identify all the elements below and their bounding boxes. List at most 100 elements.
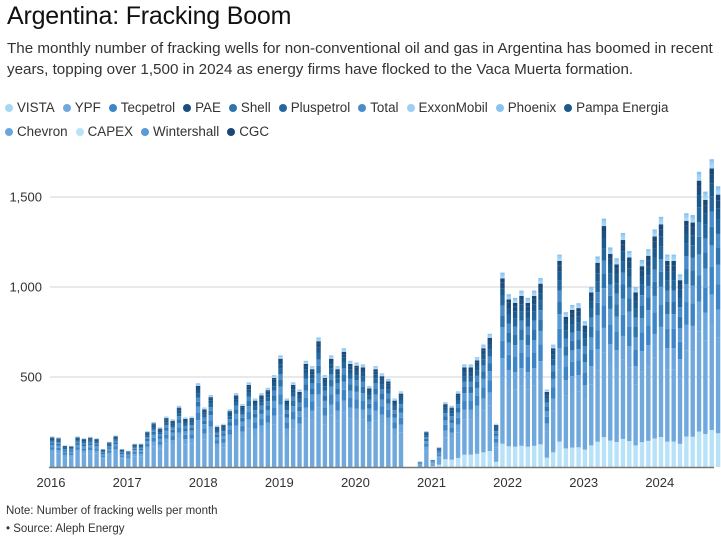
bar-segment-vista xyxy=(544,391,550,392)
bar-segment-pae xyxy=(284,402,290,405)
bar-segment-total xyxy=(221,431,226,434)
bar-segment-shell xyxy=(233,409,239,414)
bar-segment-tecpetrol xyxy=(474,395,480,406)
bar-segment-shell xyxy=(208,410,213,416)
bar-segment-ypf xyxy=(620,359,626,439)
bar-segment-pampa-energia xyxy=(443,407,448,410)
bar-segment-pampa-energia xyxy=(50,438,55,441)
bar-segment-tecpetrol xyxy=(506,354,511,371)
bar-segment-ypf xyxy=(151,446,156,467)
bar-segment-ypf xyxy=(119,458,125,467)
bar-segment-chevron xyxy=(557,348,562,370)
bar-segment-pampa-energia xyxy=(563,324,569,331)
bar-segment-pae xyxy=(360,369,366,373)
bar-segment-tecpetrol xyxy=(500,340,505,359)
legend-item: YPF xyxy=(62,96,101,120)
bar-segment-tecpetrol xyxy=(677,341,683,360)
bar-segment-tecpetrol xyxy=(493,438,499,443)
bar-segment-chevron xyxy=(665,348,670,370)
bar-segment-phoenix xyxy=(474,357,480,359)
bar-segment-pae xyxy=(348,366,353,370)
bar-segment-exxonmobil xyxy=(455,392,461,393)
legend-swatch-icon xyxy=(227,128,236,136)
bar-stack xyxy=(252,398,258,467)
bar-segment-vista xyxy=(246,384,251,385)
bar-segment-wintershall xyxy=(563,355,569,367)
bar-segment-cgc xyxy=(703,199,708,206)
bar-segment-pae xyxy=(62,446,68,448)
bar-segment-vista xyxy=(620,237,626,241)
bar-segment-cgc xyxy=(183,418,188,420)
bar-segment-total xyxy=(329,374,334,380)
bar-segment-chevron xyxy=(652,333,657,358)
bar-segment-pae xyxy=(709,174,714,184)
bar-segment-wintershall xyxy=(88,445,93,448)
bar-segment-wintershall xyxy=(56,445,61,448)
bar-segment-phoenix xyxy=(271,375,277,377)
bar-segment-vista xyxy=(538,281,543,284)
bar-segment-pluspetrol xyxy=(570,324,575,333)
bar-segment-wintershall xyxy=(259,413,264,420)
bar-stack xyxy=(525,297,531,467)
bar-segment-pampa-energia xyxy=(506,308,511,315)
bar-segment-total xyxy=(544,402,550,407)
bar-segment-phoenix xyxy=(227,409,232,410)
bar-segment-shell xyxy=(589,326,594,338)
bar-segment-ypf xyxy=(88,453,93,467)
y-tick-label: 1,000 xyxy=(9,280,42,295)
bar-segment-pluspetrol xyxy=(576,322,581,332)
bar-segment-phoenix xyxy=(544,389,550,391)
bar-segment-tecpetrol xyxy=(373,401,378,411)
bar-segment-total xyxy=(132,447,137,449)
bar-segment-pae xyxy=(310,371,315,375)
bar-segment-pluspetrol xyxy=(500,295,505,306)
bar-segment-cgc xyxy=(639,266,645,271)
bar-segment-pampa-energia xyxy=(474,365,480,371)
bar-segment-wintershall xyxy=(449,422,454,428)
bar-segment-total xyxy=(519,320,524,330)
bar-segment-cgc xyxy=(265,390,271,392)
bar-segment-pae xyxy=(468,369,473,373)
bar-segment-exxonmobil xyxy=(614,260,619,263)
bar-segment-pae xyxy=(221,425,226,428)
bar-stack xyxy=(183,417,188,467)
bar-stack xyxy=(531,290,537,467)
bar-segment-pluspetrol xyxy=(525,318,531,327)
bar-segment-total xyxy=(449,416,454,420)
bar-segment-pae xyxy=(81,439,87,441)
bar-segment-pampa-energia xyxy=(94,440,99,442)
bar-segment-pluspetrol xyxy=(62,447,68,450)
bar-segment-wintershall xyxy=(348,390,353,398)
bar-stack xyxy=(271,375,277,467)
bar-segment-chevron xyxy=(56,450,61,454)
bar-segment-ypf xyxy=(227,440,232,467)
bar-segment-phoenix xyxy=(360,364,366,366)
bar-segment-chevron xyxy=(252,428,258,436)
bar-stack xyxy=(367,386,372,467)
bar-segment-pluspetrol xyxy=(595,281,600,293)
bar-segment-pluspetrol xyxy=(443,409,448,414)
bar-segment-ypf xyxy=(506,387,511,447)
bar-segment-vista xyxy=(658,221,664,225)
bar-segment-wintershall xyxy=(379,399,385,407)
bar-segment-pae xyxy=(164,419,169,421)
bar-segment-ypf xyxy=(500,377,505,444)
bar-segment-phoenix xyxy=(379,373,385,375)
bar-segment-phoenix xyxy=(278,355,283,357)
bar-segment-shell xyxy=(449,419,454,423)
bar-segment-pampa-energia xyxy=(531,304,537,312)
bar-segment-pluspetrol xyxy=(690,245,695,258)
bar-segment-chevron xyxy=(214,443,220,448)
bar-segment-cgc xyxy=(627,257,632,262)
bar-segment-tecpetrol xyxy=(354,399,359,409)
legend-swatch-icon xyxy=(5,128,13,136)
bar-segment-ypf xyxy=(633,384,638,446)
bar-segment-chevron xyxy=(614,350,619,371)
bar-segment-ypf xyxy=(157,448,163,467)
bar-segment-cgc xyxy=(398,393,404,396)
bar-segment-phoenix xyxy=(284,398,290,400)
bar-segment-wintershall xyxy=(652,295,657,313)
bar-segment-capex xyxy=(436,464,442,467)
bar-segment-ypf xyxy=(525,389,531,447)
bar-segment-chevron xyxy=(132,453,137,457)
